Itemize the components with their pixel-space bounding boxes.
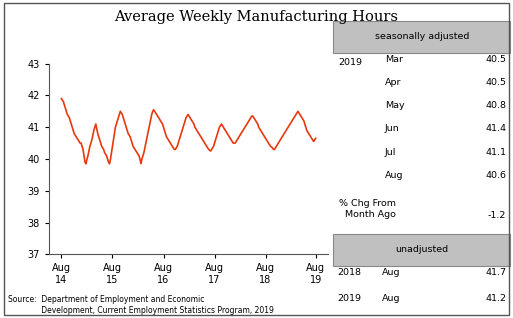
Text: 41.4: 41.4 <box>485 124 506 133</box>
Text: 40.5: 40.5 <box>485 78 506 87</box>
Text: -1.2: -1.2 <box>488 211 506 220</box>
Text: Average Weekly Manufacturing Hours: Average Weekly Manufacturing Hours <box>114 10 399 24</box>
Text: 40.8: 40.8 <box>485 101 506 110</box>
Text: Jul: Jul <box>385 148 396 156</box>
Text: 2019: 2019 <box>339 58 363 67</box>
Text: May: May <box>385 101 404 110</box>
Text: Aug: Aug <box>382 294 401 303</box>
Text: Apr: Apr <box>385 78 401 87</box>
Text: Aug: Aug <box>385 171 403 180</box>
Text: 2018: 2018 <box>337 268 361 277</box>
Text: 40.6: 40.6 <box>485 171 506 180</box>
Text: 41.1: 41.1 <box>485 148 506 156</box>
Text: 41.7: 41.7 <box>485 268 506 277</box>
Text: 41.2: 41.2 <box>485 294 506 303</box>
Text: 40.5: 40.5 <box>485 55 506 64</box>
Text: Aug: Aug <box>382 268 401 277</box>
Text: seasonally adjusted: seasonally adjusted <box>375 32 469 41</box>
Text: unadjusted: unadjusted <box>396 245 448 254</box>
Text: Jun: Jun <box>385 124 400 133</box>
Text: % Chg From
  Month Ago: % Chg From Month Ago <box>339 199 396 219</box>
Text: Source:  Department of Employment and Economic
              Development, Curren: Source: Department of Employment and Eco… <box>8 295 273 315</box>
Text: Mar: Mar <box>385 55 403 64</box>
Text: 2019: 2019 <box>337 294 361 303</box>
